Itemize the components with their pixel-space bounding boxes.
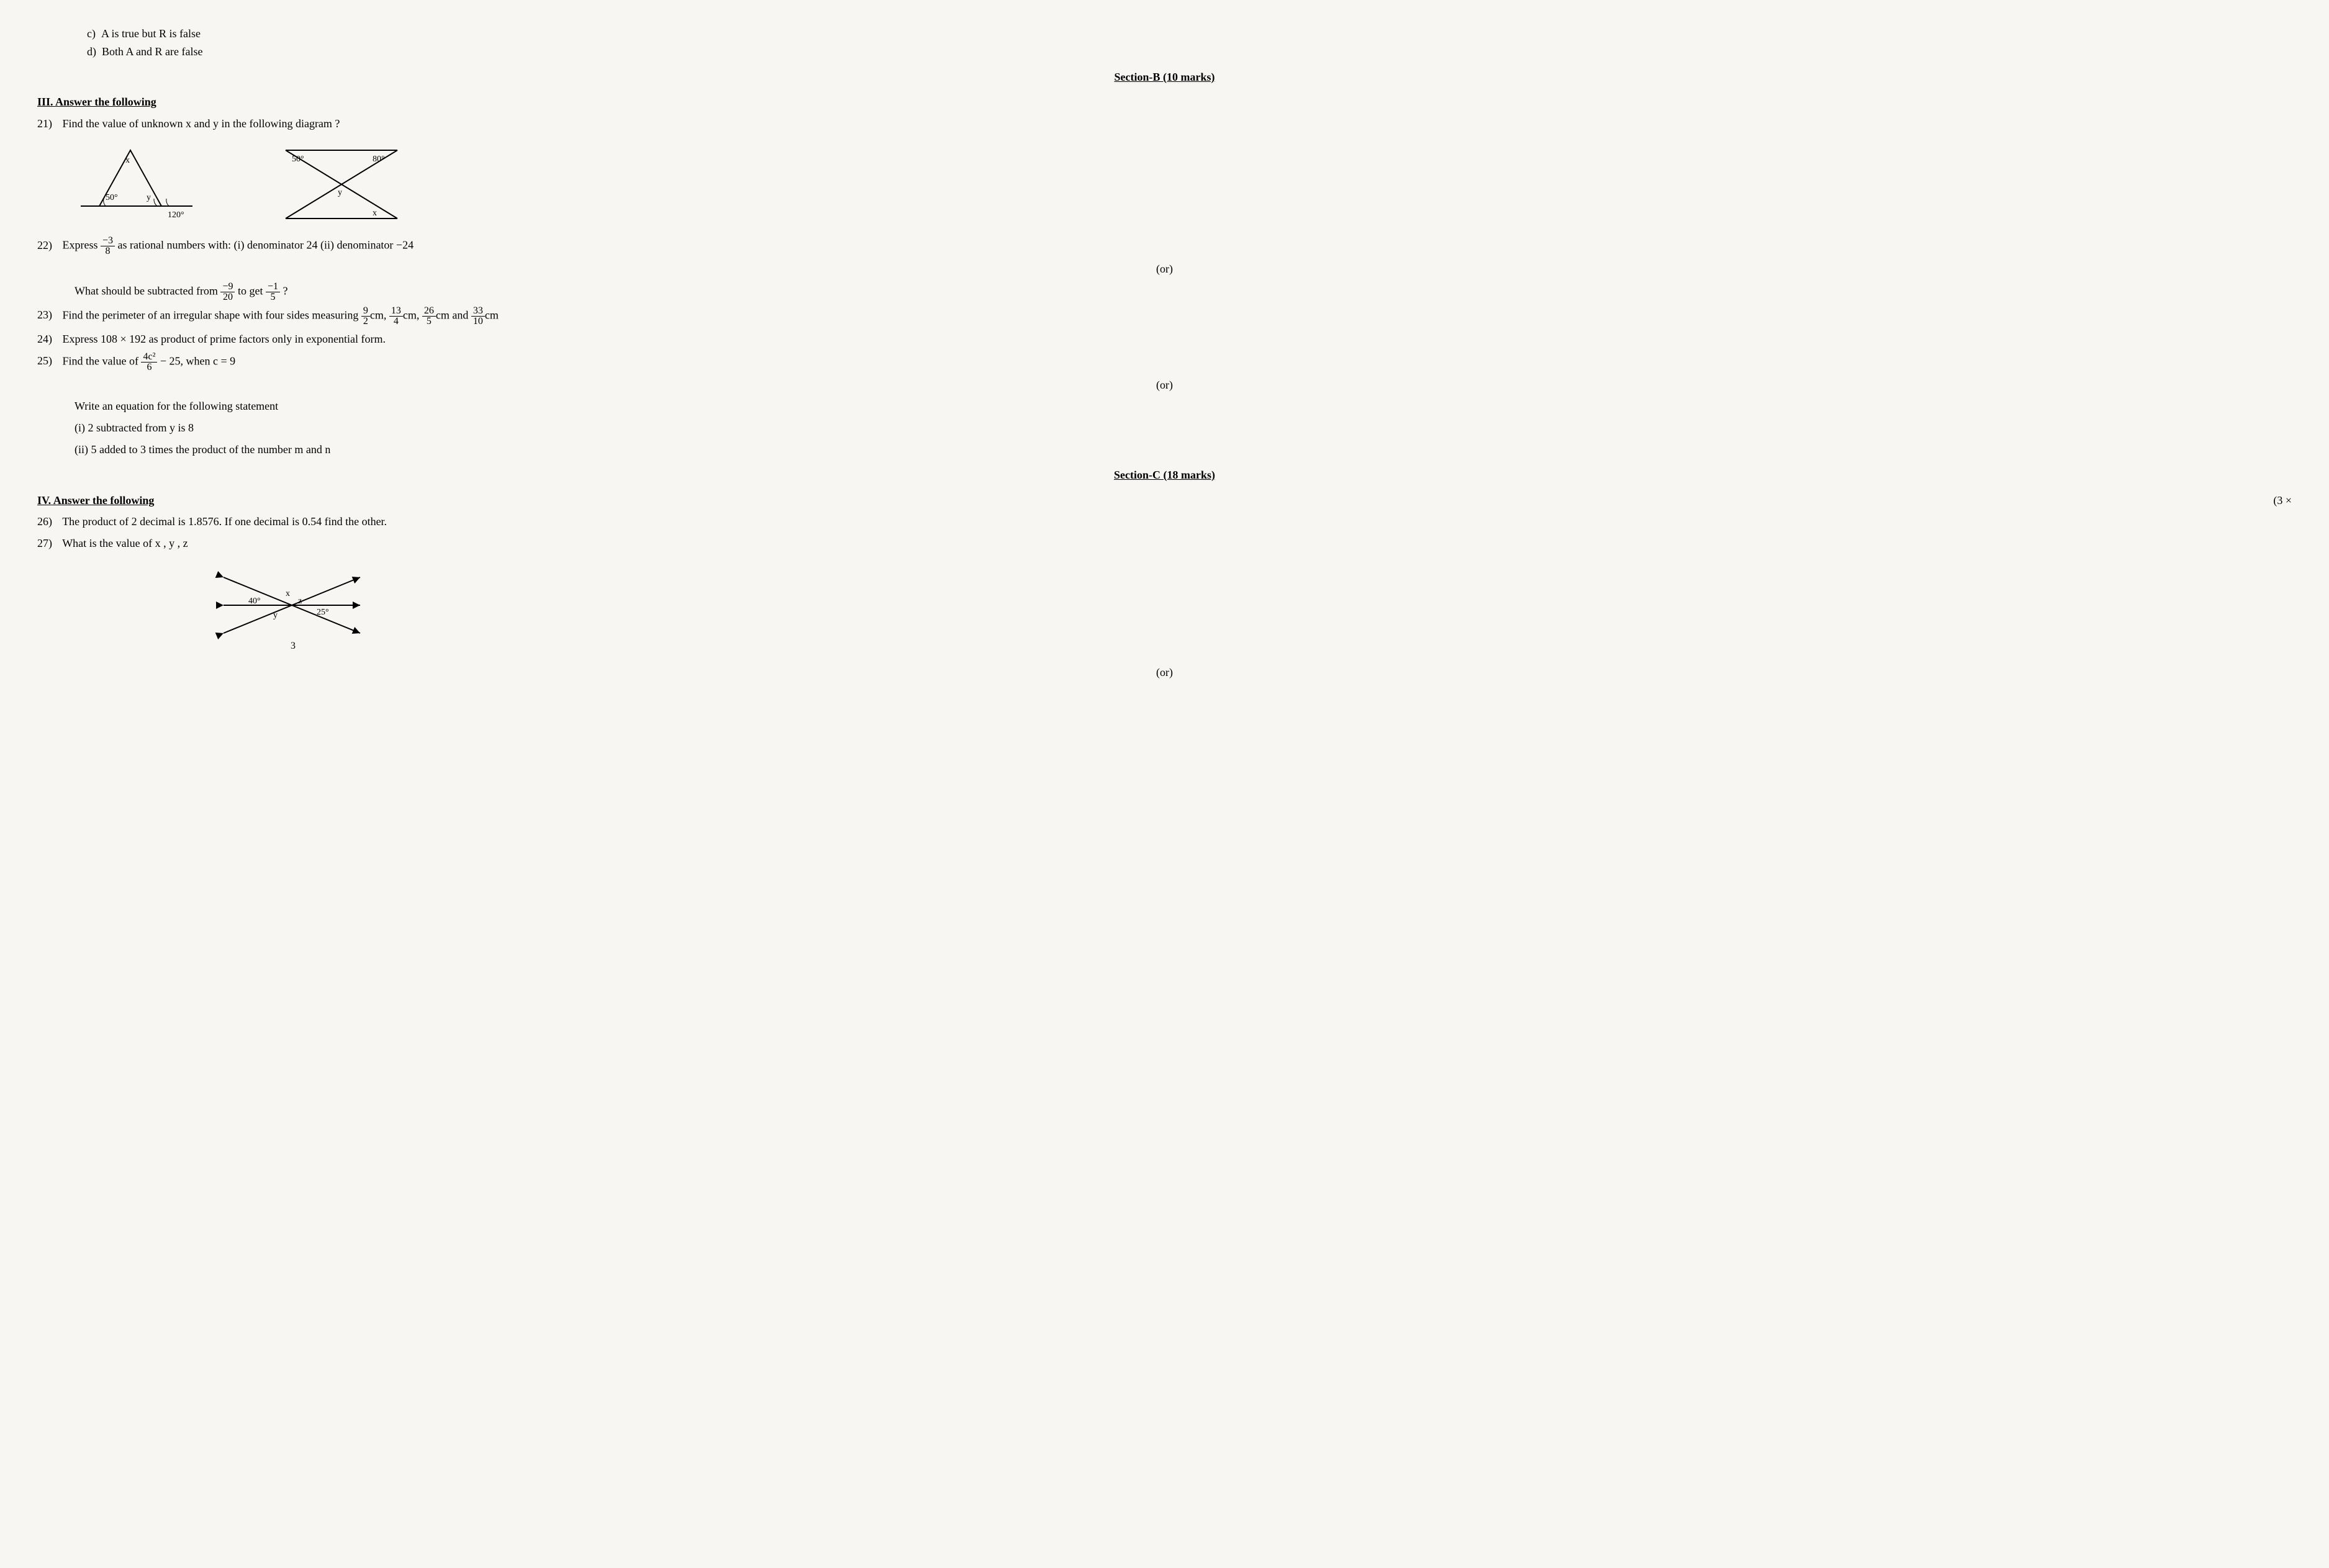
part-iv-heading: IV. Answer the following (3 ×	[37, 492, 2292, 510]
q26-no: 26)	[37, 513, 60, 531]
q22or-f3: −1 5	[266, 282, 280, 302]
q26-text: The product of 2 decimal is 1.8576. If o…	[62, 515, 387, 528]
q25-or: (or)	[37, 376, 2292, 394]
triangle-1: 50° 120° x y	[75, 138, 199, 219]
q22-frac-num: −3	[101, 236, 115, 246]
q25-a: Find the value of	[63, 354, 142, 367]
q25-fn: 4c²	[141, 352, 157, 363]
q27-or: (or)	[37, 664, 2292, 682]
triangle-2: 50° 80° y x	[273, 138, 410, 231]
question-27: 27) What is the value of x , y , z	[37, 534, 2292, 552]
tri1-angle-50: 50°	[106, 193, 118, 202]
q25-or-i: (i) 2 subtracted from y is 8	[75, 419, 2292, 437]
section-c-header: Section-C (18 marks)	[37, 466, 2292, 484]
part-iv-no: IV.	[37, 494, 51, 507]
part-iii-text: Answer the following	[55, 96, 156, 108]
q24-no: 24)	[37, 330, 60, 348]
q22or-b: to get	[238, 284, 266, 297]
tri1-x: x	[125, 156, 130, 165]
q24-text: Express 108 × 192 as product of prime fa…	[63, 333, 386, 345]
q23-and: and	[452, 309, 471, 321]
tri2-angle-50: 50°	[292, 155, 304, 164]
marks-3x: (3 ×	[2273, 492, 2292, 510]
section-b-header: Section-B (10 marks)	[37, 68, 2292, 86]
q22-frac-den: 8	[101, 246, 115, 256]
question-24: 24) Express 108 × 192 as product of prim…	[37, 330, 2292, 348]
q22or-f2n: −9	[220, 282, 235, 292]
tri2-y: y	[338, 188, 342, 197]
q25-frac: 4c² 6	[141, 352, 157, 372]
q21-text: Find the value of unknown x and y in the…	[63, 117, 340, 130]
q25-fd: 6	[141, 363, 157, 372]
q22or-f3n: −1	[266, 282, 280, 292]
q22-no: 22)	[37, 237, 60, 255]
q23-fb: 134	[389, 306, 403, 327]
q25-b: − 25, when c = 9	[160, 354, 235, 367]
q27-pageno: 3	[291, 641, 296, 651]
q22-or: (or)	[37, 260, 2292, 278]
q23-fc: 265	[422, 306, 436, 327]
option-d-text: Both A and R are false	[102, 45, 202, 58]
tri1-y: y	[147, 193, 151, 202]
q21-diagrams: 50° 120° x y 50° 80° y x	[75, 138, 2292, 231]
part-iii-no: III.	[37, 96, 53, 108]
q23-no: 23)	[37, 306, 60, 324]
q22or-f2: −9 20	[220, 282, 235, 302]
question-26: 26) The product of 2 decimal is 1.8576. …	[37, 513, 2292, 531]
q27-z: z	[298, 597, 302, 606]
part-iv-text: Answer the following	[53, 494, 155, 507]
q23-u3: cm	[436, 309, 450, 321]
q22-text-a: Express	[63, 239, 101, 251]
question-22-or: What should be subtracted from −9 20 to …	[75, 282, 2292, 302]
option-c-text: A is true but R is false	[101, 27, 201, 40]
q25-or-intro: Write an equation for the following stat…	[75, 397, 2292, 415]
q22or-a: What should be subtracted from	[75, 284, 220, 297]
part-iii-heading: III. Answer the following	[37, 93, 2292, 111]
q27-diagram: 40° 25° x y z 3	[211, 559, 373, 652]
q21-no: 21)	[37, 115, 60, 133]
q23-u2: cm	[403, 309, 417, 321]
q22-text-b: as rational numbers with: (i) denominato…	[118, 239, 414, 251]
q25-no: 25)	[37, 352, 60, 370]
q27-x: x	[286, 589, 290, 598]
q23-fd: 3310	[471, 306, 485, 327]
q27-25: 25°	[317, 608, 329, 617]
option-c: c) A is true but R is false	[87, 25, 2292, 43]
question-23: 23) Find the perimeter of an irregular s…	[37, 306, 2292, 327]
question-25: 25) Find the value of 4c² 6 − 25, when c…	[37, 352, 2292, 372]
q23-fa: 92	[361, 306, 370, 327]
q27-no: 27)	[37, 534, 60, 552]
q22or-f2d: 20	[220, 292, 235, 302]
q27-diagram-wrap: 40° 25° x y z 3	[211, 559, 2292, 657]
tri1-angle-120: 120°	[168, 210, 184, 219]
q25-or-ii: (ii) 5 added to 3 times the product of t…	[75, 441, 2292, 459]
option-d: d) Both A and R are false	[87, 43, 2292, 61]
question-21: 21) Find the value of unknown x and y in…	[37, 115, 2292, 133]
q22or-f3d: 5	[266, 292, 280, 302]
q22or-c: ?	[283, 284, 288, 297]
q23-u4: cm	[485, 309, 499, 321]
q27-40: 40°	[248, 597, 261, 606]
tri2-x: x	[373, 209, 377, 218]
q27-text: What is the value of x , y , z	[62, 537, 188, 549]
question-22: 22) Express −3 8 as rational numbers wit…	[37, 236, 2292, 256]
q23-a: Find the perimeter of an irregular shape…	[63, 309, 361, 321]
tri2-angle-80: 80°	[373, 155, 385, 164]
q23-u1: cm	[370, 309, 384, 321]
q22-frac: −3 8	[101, 236, 115, 256]
q27-y: y	[273, 611, 278, 620]
